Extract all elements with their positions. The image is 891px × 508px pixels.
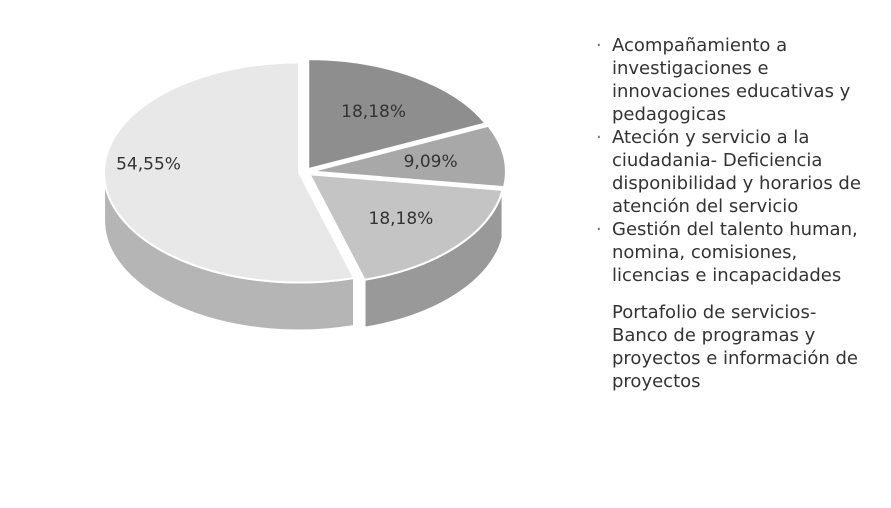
slice [307,58,488,171]
chart: 18,18% 9,09% 18,18% 54,55% [103,58,507,332]
legend-entry: Gestión del talento human, nomina, comis… [592,218,877,287]
slice [307,173,504,281]
data-label: 9,09% [404,152,458,172]
legend: Acompañamiento a investigaciones e innov… [592,34,877,393]
legend-entry: Acompañamiento a investigaciones e innov… [592,34,877,126]
slice [310,124,507,189]
data-label: 54,55% [116,155,181,175]
data-label: 18,18% [369,209,434,229]
data-label: 18,18% [341,102,406,122]
legend-entry: Portafolio de servicios- Banco de progra… [612,302,858,392]
legend-entry: Ateción y servicio a la ciudadania- Defi… [592,126,877,218]
slice [103,61,356,284]
